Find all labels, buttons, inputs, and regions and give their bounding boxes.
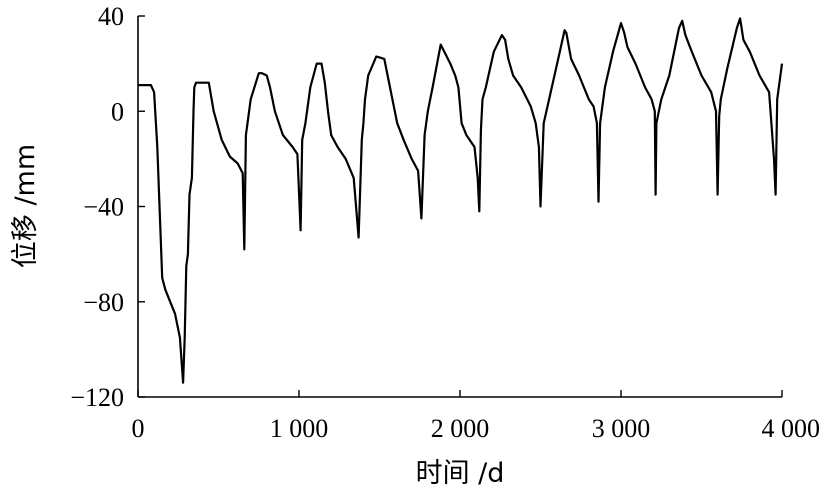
y-ticks: −120 −80 −40 0 40	[70, 2, 145, 412]
x-tick-label: 0	[132, 414, 145, 443]
axes	[137, 16, 782, 398]
y-tick-label: 40	[98, 2, 124, 31]
y-tick-label: −120	[70, 383, 124, 412]
x-axis-label: 时间 /d	[416, 458, 505, 489]
displacement-series-line	[138, 17, 784, 384]
x-tick-label: 1 000	[270, 414, 329, 443]
plot-area	[138, 17, 784, 384]
x-tick-label: 4 000	[762, 414, 821, 443]
y-tick-label: −80	[83, 288, 124, 317]
y-tick-label: −40	[83, 193, 124, 222]
y-axis-label: 位移 /mm	[10, 144, 41, 268]
x-tick-label: 2 000	[431, 414, 490, 443]
y-tick-label: 0	[111, 97, 124, 126]
x-tick-label: 3 000	[592, 414, 651, 443]
x-ticks: 0 1 000 2 000 3 000 4 000	[132, 390, 821, 443]
